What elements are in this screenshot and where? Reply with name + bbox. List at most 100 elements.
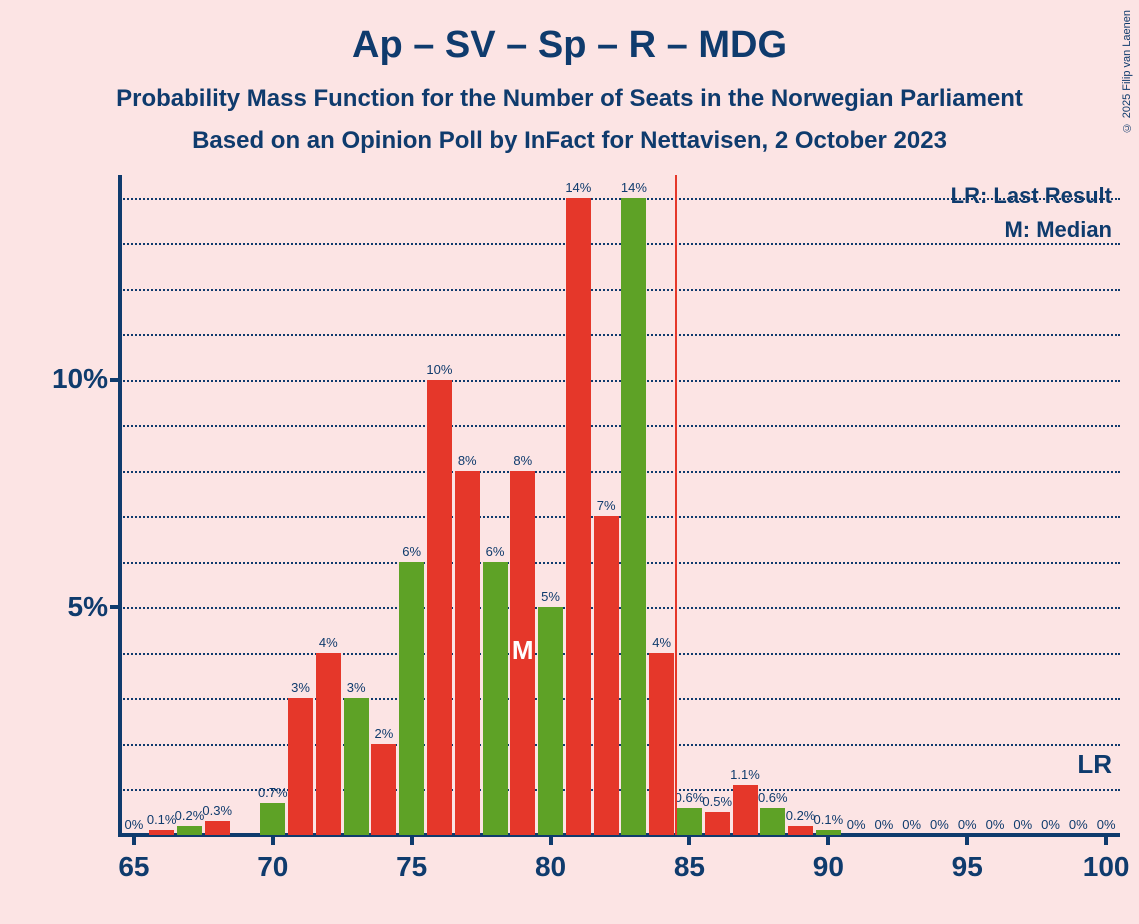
bar bbox=[344, 698, 369, 835]
x-tick bbox=[549, 835, 553, 845]
bar-label: 0% bbox=[1097, 817, 1116, 832]
x-tick bbox=[1104, 835, 1108, 845]
bar bbox=[566, 198, 591, 835]
x-tick-label: 80 bbox=[521, 851, 581, 883]
chart-title: Ap – SV – Sp – R – MDG bbox=[0, 0, 1139, 67]
y-tick bbox=[110, 605, 120, 609]
x-tick-label: 100 bbox=[1076, 851, 1136, 883]
bar bbox=[455, 471, 480, 835]
bar-label: 6% bbox=[402, 544, 421, 559]
bar bbox=[733, 785, 758, 835]
bar-label: 0% bbox=[874, 817, 893, 832]
y-tick-label: 10% bbox=[28, 363, 108, 395]
bar-label: 0% bbox=[986, 817, 1005, 832]
bar-label: 0% bbox=[1013, 817, 1032, 832]
bar-label: 1.1% bbox=[730, 767, 760, 782]
bar-label: 0.6% bbox=[758, 790, 788, 805]
x-tick-label: 95 bbox=[937, 851, 997, 883]
bar-label: 0.5% bbox=[702, 794, 732, 809]
x-tick-label: 75 bbox=[382, 851, 442, 883]
bar bbox=[677, 808, 702, 835]
bar-label: 0% bbox=[124, 817, 143, 832]
x-tick bbox=[965, 835, 969, 845]
x-tick bbox=[826, 835, 830, 845]
x-tick bbox=[132, 835, 136, 845]
bar-label: 0% bbox=[1041, 817, 1060, 832]
bar bbox=[760, 808, 785, 835]
bar bbox=[483, 562, 508, 835]
bar bbox=[705, 812, 730, 835]
bar-label: 0.2% bbox=[786, 808, 816, 823]
gridline bbox=[120, 607, 1120, 609]
bar bbox=[816, 830, 841, 835]
bar-label: 0% bbox=[1069, 817, 1088, 832]
copyright-text: © 2025 Filip van Laenen bbox=[1121, 10, 1133, 133]
gridline bbox=[120, 243, 1120, 245]
bar-label: 0% bbox=[958, 817, 977, 832]
y-axis bbox=[118, 175, 122, 835]
bar-label: 0.3% bbox=[202, 803, 232, 818]
bar-label: 3% bbox=[347, 680, 366, 695]
bar bbox=[594, 516, 619, 835]
bar-label: 8% bbox=[513, 453, 532, 468]
chart-plot-area: 5%10%657075808590951000%0.1%0.2%0.3%0.7%… bbox=[120, 175, 1120, 835]
gridline bbox=[120, 516, 1120, 518]
bar bbox=[260, 803, 285, 835]
gridline bbox=[120, 744, 1120, 746]
bar bbox=[371, 744, 396, 835]
bar-label: 0.1% bbox=[147, 812, 177, 827]
y-tick bbox=[110, 378, 120, 382]
legend-last-result: LR: Last Result bbox=[951, 183, 1112, 209]
last-result-line bbox=[675, 175, 677, 835]
x-tick-label: 90 bbox=[798, 851, 858, 883]
bar bbox=[788, 826, 813, 835]
gridline bbox=[120, 471, 1120, 473]
bar-label: 3% bbox=[291, 680, 310, 695]
bar-label: 6% bbox=[486, 544, 505, 559]
bar-label: 0.7% bbox=[258, 785, 288, 800]
bar-label: 0% bbox=[902, 817, 921, 832]
x-tick-label: 65 bbox=[104, 851, 164, 883]
bar bbox=[621, 198, 646, 835]
median-marker: M bbox=[512, 635, 534, 666]
gridline bbox=[120, 653, 1120, 655]
y-tick-label: 5% bbox=[28, 591, 108, 623]
bar bbox=[649, 653, 674, 835]
bar-label: 7% bbox=[597, 498, 616, 513]
bar-label: 2% bbox=[374, 726, 393, 741]
legend-median: M: Median bbox=[1004, 217, 1112, 243]
bar bbox=[538, 607, 563, 835]
gridline bbox=[120, 562, 1120, 564]
bar bbox=[205, 821, 230, 835]
bar bbox=[177, 826, 202, 835]
gridline bbox=[120, 380, 1120, 382]
bar bbox=[288, 698, 313, 835]
x-tick bbox=[410, 835, 414, 845]
bar-label: 0% bbox=[930, 817, 949, 832]
x-tick-label: 70 bbox=[243, 851, 303, 883]
bar-label: 8% bbox=[458, 453, 477, 468]
bar-label: 14% bbox=[621, 180, 647, 195]
chart-subtitle-2: Based on an Opinion Poll by InFact for N… bbox=[0, 127, 1139, 155]
bar-label: 5% bbox=[541, 589, 560, 604]
bar bbox=[399, 562, 424, 835]
bar-label: 0.2% bbox=[175, 808, 205, 823]
last-result-label: LR bbox=[1077, 749, 1112, 780]
gridline bbox=[120, 334, 1120, 336]
bar-label: 4% bbox=[319, 635, 338, 650]
gridline bbox=[120, 698, 1120, 700]
bar bbox=[149, 830, 174, 835]
bar-label: 0% bbox=[847, 817, 866, 832]
gridline bbox=[120, 425, 1120, 427]
chart-subtitle-1: Probability Mass Function for the Number… bbox=[0, 85, 1139, 113]
x-tick bbox=[687, 835, 691, 845]
bar-label: 14% bbox=[565, 180, 591, 195]
bar-label: 0.6% bbox=[675, 790, 705, 805]
x-tick-label: 85 bbox=[659, 851, 719, 883]
x-tick bbox=[271, 835, 275, 845]
bar bbox=[316, 653, 341, 835]
bar-label: 10% bbox=[426, 362, 452, 377]
bar bbox=[427, 380, 452, 835]
bar-label: 0.1% bbox=[814, 812, 844, 827]
gridline bbox=[120, 289, 1120, 291]
